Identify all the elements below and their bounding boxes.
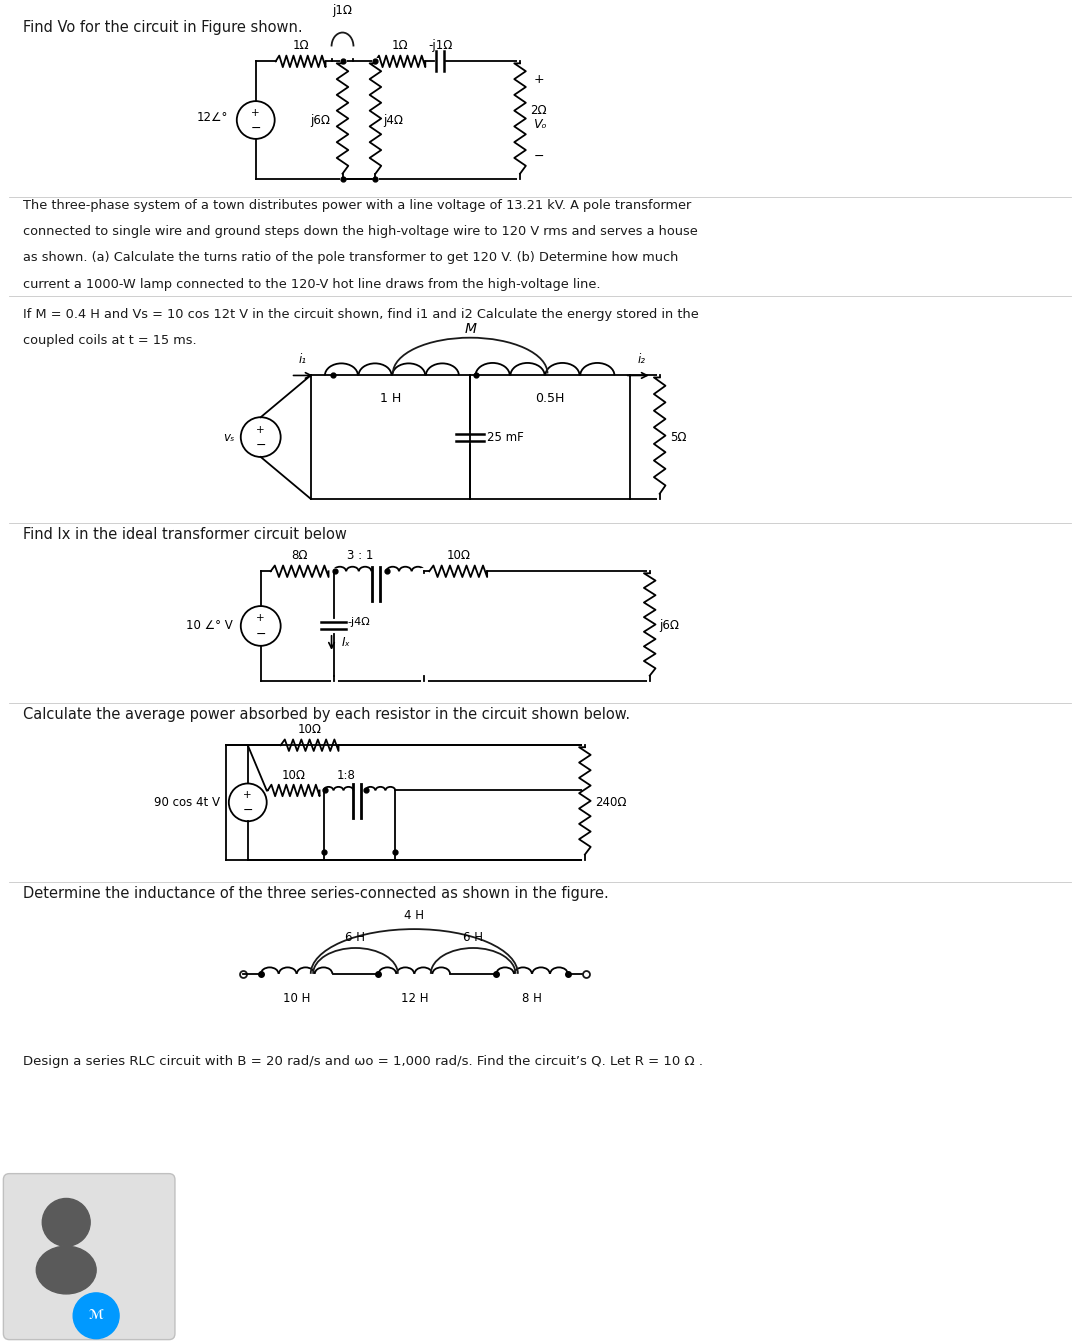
Text: connected to single wire and ground steps down the high-voltage wire to 120 V rm: connected to single wire and ground step… (24, 224, 698, 238)
Text: 4 H: 4 H (404, 909, 424, 923)
Text: 3 : 1: 3 : 1 (348, 549, 374, 563)
Text: -j1Ω: -j1Ω (428, 39, 453, 52)
Text: +: + (252, 107, 260, 118)
Text: 12∠°: 12∠° (197, 110, 228, 124)
Text: Vₒ: Vₒ (534, 118, 546, 132)
Text: M: M (464, 322, 476, 336)
Text: +: + (534, 73, 544, 86)
Text: −: − (256, 439, 266, 453)
Circle shape (73, 1293, 119, 1339)
Text: ℳ: ℳ (89, 1309, 104, 1323)
Text: The three-phase system of a town distributes power with a line voltage of 13.21 : The three-phase system of a town distrib… (24, 199, 691, 212)
Text: 0.5H: 0.5H (536, 392, 565, 406)
Text: 90 cos 4t V: 90 cos 4t V (153, 796, 220, 808)
Text: 6 H: 6 H (346, 931, 365, 944)
Text: 10Ω: 10Ω (446, 549, 470, 563)
Text: Iₓ: Iₓ (341, 637, 350, 649)
Text: 240Ω: 240Ω (595, 796, 626, 808)
Text: −: − (534, 150, 544, 164)
Text: 10Ω: 10Ω (282, 768, 306, 782)
Text: +: + (256, 614, 265, 623)
Text: Find Vo for the circuit in Figure shown.: Find Vo for the circuit in Figure shown. (24, 20, 303, 35)
Ellipse shape (37, 1246, 96, 1293)
Text: coupled coils at t = 15 ms.: coupled coils at t = 15 ms. (24, 334, 197, 348)
Text: 8Ω: 8Ω (292, 549, 308, 563)
Text: j6Ω: j6Ω (311, 114, 330, 126)
Text: j1Ω: j1Ω (333, 4, 352, 16)
Text: j6Ω: j6Ω (660, 619, 679, 633)
Text: Find Ix in the ideal transformer circuit below: Find Ix in the ideal transformer circuit… (24, 526, 347, 541)
Text: 25 mF: 25 mF (487, 431, 524, 443)
Text: -j4Ω: -j4Ω (348, 616, 370, 627)
Text: as shown. (a) Calculate the turns ratio of the pole transformer to get 120 V. (b: as shown. (a) Calculate the turns ratio … (24, 251, 678, 265)
Circle shape (42, 1198, 90, 1246)
Text: 10 ∠° V: 10 ∠° V (186, 619, 233, 633)
Text: 6 H: 6 H (463, 931, 483, 944)
Text: i₂: i₂ (637, 352, 646, 365)
Text: Design a series RLC circuit with B = 20 rad/s and ωo = 1,000 rad/s. Find the cir: Design a series RLC circuit with B = 20 … (24, 1056, 703, 1068)
Text: −: − (251, 121, 261, 134)
Text: 10Ω: 10Ω (298, 724, 322, 736)
Text: 1Ω: 1Ω (293, 39, 309, 52)
Text: 1Ω: 1Ω (392, 39, 408, 52)
Text: +: + (256, 424, 265, 435)
Text: −: − (256, 627, 266, 641)
FancyBboxPatch shape (3, 1174, 175, 1339)
Text: 5Ω: 5Ω (670, 431, 686, 443)
Text: current a 1000-W lamp connected to the 120-V hot line draws from the high-voltag: current a 1000-W lamp connected to the 1… (24, 278, 600, 290)
Text: 8 H: 8 H (522, 991, 542, 1005)
Text: 12 H: 12 H (401, 991, 428, 1005)
Text: i₁: i₁ (298, 352, 307, 365)
Text: Calculate the average power absorbed by each resistor in the circuit shown below: Calculate the average power absorbed by … (24, 708, 631, 723)
Text: −: − (243, 804, 253, 817)
Text: j4Ω: j4Ω (383, 114, 404, 126)
Text: 2Ω: 2Ω (530, 103, 546, 117)
Text: vₛ: vₛ (224, 431, 234, 443)
Text: +: + (243, 790, 252, 800)
Text: Determine the inductance of the three series-connected as shown in the figure.: Determine the inductance of the three se… (24, 886, 609, 901)
Text: 1 H: 1 H (380, 392, 401, 406)
Text: 1:8: 1:8 (337, 768, 356, 782)
Text: 10 H: 10 H (283, 991, 310, 1005)
Text: If M = 0.4 H and Vs = 10 cos 12t V in the circuit shown, find i1 and i2 Calculat: If M = 0.4 H and Vs = 10 cos 12t V in th… (24, 308, 699, 321)
